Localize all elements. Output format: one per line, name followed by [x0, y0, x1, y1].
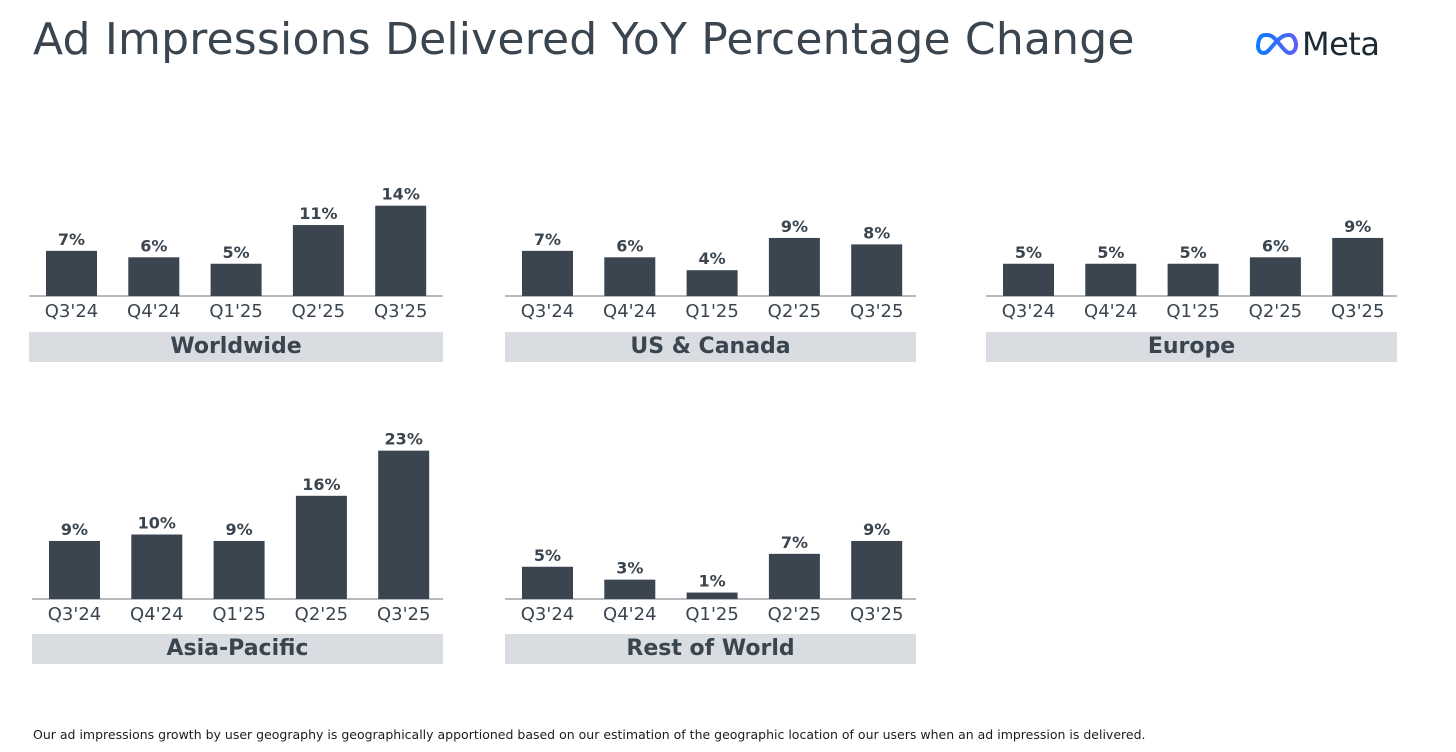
tick-label-rest-of-world-1: Q3'24: [521, 604, 574, 625]
chart-panel-us-canada: 7% Q3'24 6% Q4'24 4% Q1'25 9% Q2'25 8% Q3'25 US &…: [505, 180, 916, 362]
tick-label-us-canada-3: Q1'25: [685, 301, 738, 322]
tick-label-us-canada-1: Q3'24: [521, 301, 574, 322]
data-label-worldwide-4: 11%: [299, 204, 337, 223]
meta-infinity-logo-icon: [1256, 32, 1298, 55]
tick-label-rest-of-world-3: Q1'25: [685, 604, 738, 625]
data-label-worldwide-5: 14%: [382, 185, 420, 204]
data-label-europe-1: 5%: [1015, 243, 1042, 262]
chart-svg-rest-of-world: 5% Q3'24 3% Q4'24 1% Q1'25 7% Q2'25 9% Q3'25: [505, 520, 916, 625]
tick-label-asia-pacific-2: Q4'24: [130, 604, 183, 625]
tick-label-europe-4: Q2'25: [1249, 301, 1302, 322]
chart-svg-asia-pacific: 9% Q3'24 10% Q4'24 9% Q1'25 16% Q2'25 23% Q3'25: [32, 430, 443, 625]
chart-panel-worldwide: 7% Q3'24 6% Q4'24 5% Q1'25 11% Q2'25 14% Q3'25 Wo…: [29, 180, 443, 362]
bar-europe-3: [1167, 263, 1219, 296]
brand-name: Meta: [1302, 25, 1380, 63]
data-label-europe-3: 5%: [1180, 243, 1207, 262]
tick-label-rest-of-world-5: Q3'25: [850, 604, 903, 625]
bar-europe-1: [1003, 263, 1054, 296]
tick-label-rest-of-world-4: Q2'25: [768, 604, 821, 625]
data-label-us-canada-5: 8%: [863, 223, 890, 242]
data-label-rest-of-world-3: 1%: [699, 572, 726, 591]
data-label-us-canada-1: 7%: [534, 230, 561, 249]
data-label-worldwide-1: 7%: [58, 230, 85, 249]
data-label-europe-2: 5%: [1097, 243, 1124, 262]
tick-label-europe-2: Q4'24: [1084, 301, 1137, 322]
bar-asia-pacific-3: [213, 540, 265, 599]
panel-title-asia-pacific: Asia-Pacific: [32, 634, 443, 664]
tick-label-asia-pacific-4: Q2'25: [295, 604, 348, 625]
bar-asia-pacific-4: [295, 495, 347, 599]
chart-panel-asia-pacific: 9% Q3'24 10% Q4'24 9% Q1'25 16% Q2'25 23% Q3'25 A…: [32, 410, 443, 665]
chart-svg-worldwide: 7% Q3'24 6% Q4'24 5% Q1'25 11% Q2'25 14% Q3'25: [29, 185, 443, 322]
bar-worldwide-1: [46, 250, 97, 296]
tick-label-worldwide-1: Q3'24: [45, 301, 98, 322]
bar-worldwide-4: [292, 225, 344, 296]
panel-title-us-canada: US & Canada: [505, 332, 916, 362]
tick-label-asia-pacific-5: Q3'25: [377, 604, 430, 625]
bar-us-canada-3: [686, 270, 738, 296]
data-label-us-canada-2: 6%: [616, 236, 643, 255]
bar-asia-pacific-5: [378, 450, 430, 599]
data-label-europe-4: 6%: [1262, 236, 1289, 255]
brand-logo: Meta: [1256, 25, 1380, 63]
data-label-asia-pacific-1: 9%: [61, 520, 88, 539]
data-label-asia-pacific-4: 16%: [302, 475, 340, 494]
page-title: Ad Impressions Delivered YoY Percentage …: [33, 14, 1135, 65]
data-label-worldwide-2: 6%: [140, 236, 167, 255]
tick-label-rest-of-world-2: Q4'24: [603, 604, 656, 625]
data-label-us-canada-3: 4%: [699, 249, 726, 268]
bar-europe-5: [1332, 237, 1384, 296]
data-label-us-canada-4: 9%: [781, 217, 808, 236]
bar-worldwide-5: [375, 205, 427, 296]
bar-rest-of-world-2: [604, 579, 656, 599]
footnote: Our ad impressions growth by user geogra…: [33, 727, 1146, 742]
tick-label-europe-3: Q1'25: [1166, 301, 1219, 322]
data-label-worldwide-3: 5%: [223, 243, 250, 262]
tick-label-europe-1: Q3'24: [1002, 301, 1055, 322]
data-label-europe-5: 9%: [1344, 217, 1371, 236]
tick-label-asia-pacific-1: Q3'24: [48, 604, 101, 625]
chart-svg-europe: 5% Q3'24 5% Q4'24 5% Q1'25 6% Q2'25 9% Q3'25: [986, 217, 1397, 322]
chart-svg-us-canada: 7% Q3'24 6% Q4'24 4% Q1'25 9% Q2'25 8% Q3'25: [505, 217, 916, 322]
tick-label-us-canada-4: Q2'25: [768, 301, 821, 322]
bar-worldwide-3: [210, 263, 262, 296]
bar-worldwide-2: [128, 257, 180, 296]
bar-asia-pacific-2: [131, 534, 183, 599]
bar-us-canada-5: [851, 244, 903, 296]
panel-title-worldwide: Worldwide: [29, 332, 443, 362]
tick-label-europe-5: Q3'25: [1331, 301, 1384, 322]
data-label-asia-pacific-5: 23%: [385, 430, 423, 449]
data-label-asia-pacific-3: 9%: [226, 520, 253, 539]
bar-rest-of-world-4: [768, 553, 820, 599]
bar-us-canada-4: [768, 237, 820, 296]
data-label-asia-pacific-2: 10%: [138, 514, 176, 533]
chart-panel-europe: 5% Q3'24 5% Q4'24 5% Q1'25 6% Q2'25 9% Q3'25 Euro…: [986, 180, 1397, 362]
data-label-rest-of-world-1: 5%: [534, 546, 561, 565]
bar-rest-of-world-1: [522, 566, 573, 599]
tick-label-worldwide-3: Q1'25: [209, 301, 262, 322]
chart-panel-rest-of-world: 5% Q3'24 3% Q4'24 1% Q1'25 7% Q2'25 9% Q3'25 Rest…: [505, 410, 916, 665]
bar-europe-4: [1249, 257, 1301, 296]
tick-label-us-canada-2: Q4'24: [603, 301, 656, 322]
data-label-rest-of-world-4: 7%: [781, 533, 808, 552]
tick-label-worldwide-2: Q4'24: [127, 301, 180, 322]
data-label-rest-of-world-2: 3%: [616, 559, 643, 578]
tick-label-worldwide-5: Q3'25: [374, 301, 427, 322]
panel-title-europe: Europe: [986, 332, 1397, 362]
bar-rest-of-world-3: [686, 592, 738, 599]
bar-us-canada-2: [604, 257, 656, 296]
tick-label-worldwide-4: Q2'25: [292, 301, 345, 322]
tick-label-us-canada-5: Q3'25: [850, 301, 903, 322]
bar-europe-2: [1085, 263, 1137, 296]
panel-title-rest-of-world: Rest of World: [505, 634, 916, 664]
data-label-rest-of-world-5: 9%: [863, 520, 890, 539]
bar-rest-of-world-5: [851, 540, 903, 599]
tick-label-asia-pacific-3: Q1'25: [212, 604, 265, 625]
bar-asia-pacific-1: [49, 540, 100, 599]
bar-us-canada-1: [522, 250, 573, 296]
